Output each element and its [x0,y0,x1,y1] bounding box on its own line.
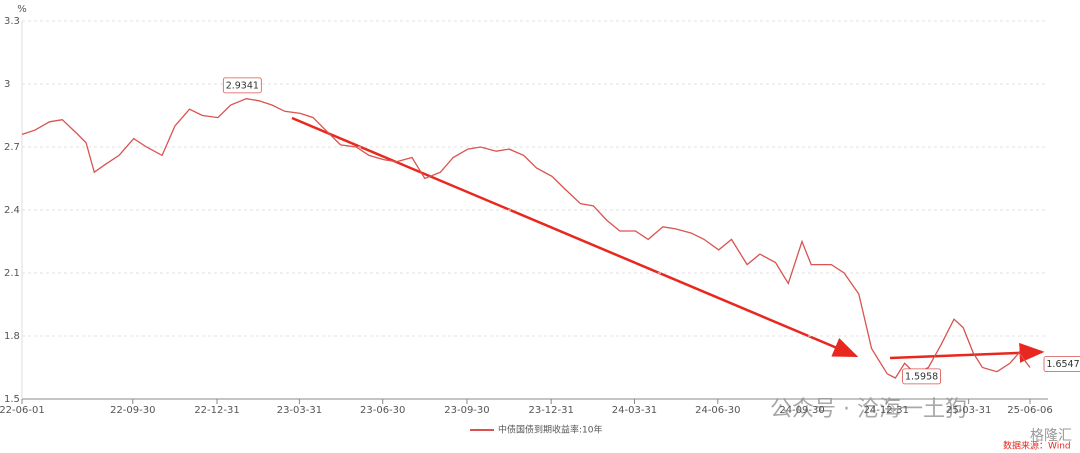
y-tick-label: 1.5 [4,394,20,405]
y-tick-label: 2.4 [4,205,20,216]
y-tick-label: 1.8 [4,331,20,342]
legend-label: 中债国债到期收益率:10年 [498,424,603,436]
x-tick-label: 22-12-31 [194,405,239,416]
y-tick-label: 3.3 [4,16,20,27]
x-tick-label: 25-06-06 [1007,405,1052,416]
x-tick-label: 23-09-30 [444,405,489,416]
x-tick-label: 22-09-30 [110,405,155,416]
x-tick-label: 22-06-01 [0,405,45,416]
x-tick-label: 24-03-31 [612,405,657,416]
trend-arrow [291,116,859,358]
trend-arrow [889,342,1045,363]
line-series [21,98,1031,379]
annotation-box [222,77,262,94]
annotation-label: 1.6547 [1046,359,1079,370]
x-tick-label: 25-03-31 [946,405,991,416]
annotation-label: 2.9341 [226,80,259,91]
x-tick-label: 23-12-31 [528,405,573,416]
x-tick-label: 23-03-31 [277,405,322,416]
x-tick-label: 23-06-30 [360,405,405,416]
x-tick-label: 24-06-30 [695,405,740,416]
y-tick-label: 3 [4,79,10,90]
annotation-box [902,368,941,385]
y-unit: % [17,4,27,15]
watermark: 公众号 · 沧海一土狗 [770,397,967,422]
annotation-label: 1.5958 [905,371,938,382]
x-tick-label: 24-12-31 [864,405,909,416]
logo: 格隆汇 [1030,428,1072,444]
x-tick-label: 24-09-30 [779,405,824,416]
source: 数据来源：Wind [1003,440,1071,452]
annotation-box [1043,356,1080,372]
y-tick-label: 2.1 [4,268,20,279]
y-tick-label: 2.7 [4,142,20,153]
